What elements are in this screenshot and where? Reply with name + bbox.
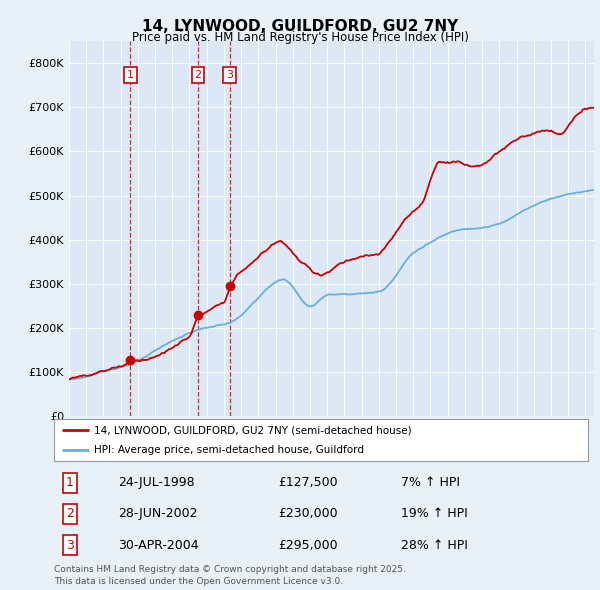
Text: 1: 1 <box>127 70 134 80</box>
Text: 3: 3 <box>66 539 74 552</box>
Text: 2: 2 <box>194 70 202 80</box>
Text: 3: 3 <box>226 70 233 80</box>
Text: 7% ↑ HPI: 7% ↑ HPI <box>401 476 460 489</box>
Text: £295,000: £295,000 <box>278 539 338 552</box>
Text: Price paid vs. HM Land Registry's House Price Index (HPI): Price paid vs. HM Land Registry's House … <box>131 31 469 44</box>
Text: 14, LYNWOOD, GUILDFORD, GU2 7NY: 14, LYNWOOD, GUILDFORD, GU2 7NY <box>142 19 458 34</box>
Text: Contains HM Land Registry data © Crown copyright and database right 2025.
This d: Contains HM Land Registry data © Crown c… <box>54 565 406 586</box>
Text: £127,500: £127,500 <box>278 476 338 489</box>
Text: 19% ↑ HPI: 19% ↑ HPI <box>401 507 468 520</box>
Text: 28-JUN-2002: 28-JUN-2002 <box>118 507 197 520</box>
Text: 14, LYNWOOD, GUILDFORD, GU2 7NY (semi-detached house): 14, LYNWOOD, GUILDFORD, GU2 7NY (semi-de… <box>94 425 412 435</box>
Text: 24-JUL-1998: 24-JUL-1998 <box>118 476 195 489</box>
Text: HPI: Average price, semi-detached house, Guildford: HPI: Average price, semi-detached house,… <box>94 445 364 455</box>
Text: 2: 2 <box>66 507 74 520</box>
Text: 1: 1 <box>66 476 74 489</box>
Text: 30-APR-2004: 30-APR-2004 <box>118 539 199 552</box>
Text: 28% ↑ HPI: 28% ↑ HPI <box>401 539 468 552</box>
Text: £230,000: £230,000 <box>278 507 338 520</box>
